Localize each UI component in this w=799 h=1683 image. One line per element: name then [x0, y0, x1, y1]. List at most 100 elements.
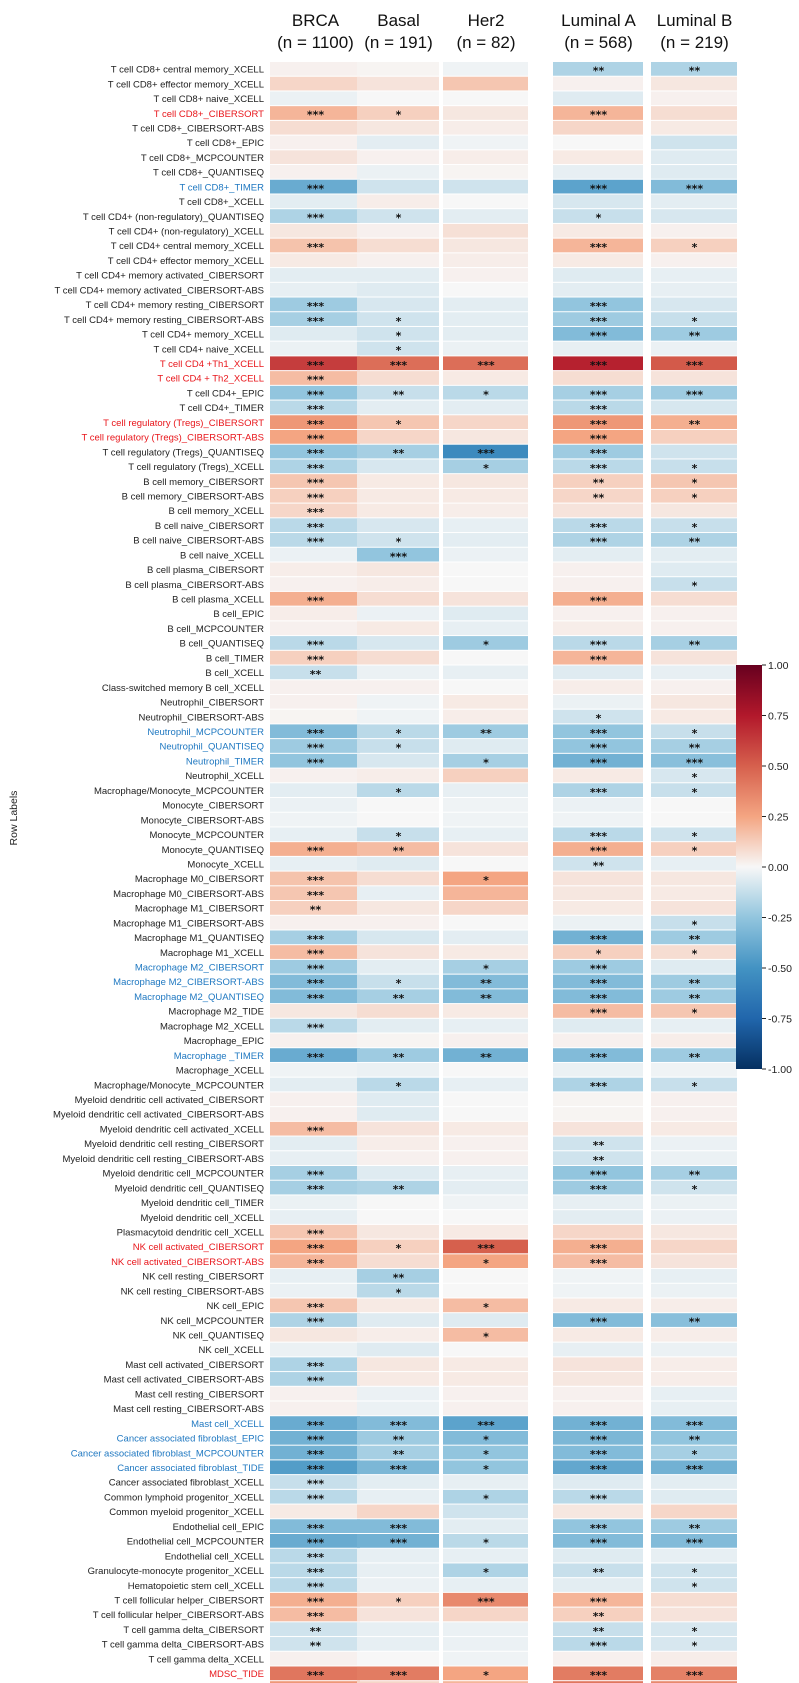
- heatmap-cell: [443, 709, 528, 724]
- heatmap-cell: [651, 1151, 737, 1165]
- heatmap-cell: [270, 1563, 360, 1578]
- row-label: T cell CD4+ (non-regulatory)_XCELL: [109, 227, 264, 238]
- heatmap-cell: [553, 415, 643, 429]
- row-label: Mast cell resting_CIBERSORT-ABS: [113, 1404, 264, 1415]
- heatmap-cell: [357, 1254, 439, 1269]
- heatmap-cell: [651, 385, 737, 400]
- significance-mark: ***: [307, 1021, 325, 1034]
- heatmap-cell: [443, 150, 528, 165]
- heatmap-cell: [651, 1681, 737, 1683]
- heatmap-cell: [651, 1283, 737, 1298]
- heatmap-cell: [357, 1578, 439, 1592]
- significance-mark: **: [393, 992, 405, 1005]
- significance-mark: ***: [590, 433, 608, 446]
- heatmap-cell: [270, 1592, 360, 1607]
- heatmap-cell: [553, 606, 643, 621]
- heatmap-cell: [553, 400, 643, 415]
- heatmap-cell: [270, 1004, 360, 1018]
- heatmap-cell: [270, 1151, 360, 1165]
- row-label: NK cell resting_CIBERSORT: [142, 1272, 264, 1283]
- heatmap-cell: [553, 783, 643, 797]
- heatmap-cell: [651, 783, 737, 797]
- heatmap-cell: [357, 1298, 439, 1313]
- heatmap-cell: [357, 223, 439, 238]
- heatmap-cell: [553, 739, 643, 753]
- heatmap-cell: [443, 577, 528, 591]
- heatmap-cell: [651, 223, 737, 238]
- heatmap-cell: [553, 1210, 643, 1224]
- heatmap-cell: [357, 1269, 439, 1283]
- row-label: Neutrophil_QUANTISEQ: [159, 742, 264, 753]
- heatmap-cell: [553, 680, 643, 694]
- heatmap-cell: [270, 739, 360, 753]
- heatmap-cell: [270, 1018, 360, 1033]
- row-label: T cell CD4+ memory resting_CIBERSORT-ABS: [64, 315, 264, 326]
- heatmap-cell: [553, 1489, 643, 1504]
- row-label: Myeloid dendritic cell activated_CIBERSO…: [53, 1110, 264, 1121]
- heatmap-cell: [357, 444, 439, 459]
- heatmap-cell: [270, 444, 360, 459]
- heatmap-cell: [443, 1313, 528, 1327]
- colorbar-tick-label: 0.25: [768, 812, 789, 824]
- heatmap-cell: [651, 1563, 737, 1578]
- heatmap-cell: [651, 1651, 737, 1666]
- heatmap-cell: [270, 91, 360, 106]
- heatmap-cell: [553, 1519, 643, 1533]
- heatmap-cell: [443, 1077, 528, 1092]
- significance-mark: ***: [307, 1227, 325, 1240]
- heatmap-cell: [357, 76, 439, 91]
- heatmap-cell: [357, 1504, 439, 1519]
- heatmap-cell: [651, 488, 737, 503]
- heatmap-cell: [443, 1489, 528, 1504]
- heatmap-cell: [553, 179, 643, 194]
- significance-mark: **: [593, 1154, 605, 1167]
- heatmap-cell: [443, 1062, 528, 1077]
- heatmap-cell: [651, 1121, 737, 1136]
- heatmap-cell: [357, 1166, 439, 1180]
- heatmap-cell: [651, 1357, 737, 1372]
- significance-mark: ***: [590, 1316, 608, 1329]
- heatmap-cell: [443, 768, 528, 783]
- significance-mark: *: [692, 1625, 698, 1638]
- heatmap-cell: [553, 1136, 643, 1151]
- significance-mark: **: [480, 727, 492, 740]
- heatmap-cell: [270, 1489, 360, 1504]
- heatmap-cell: [270, 1651, 360, 1666]
- heatmap-cell: [553, 621, 643, 636]
- heatmap-cell: [270, 1254, 360, 1269]
- heatmap-cell: [651, 1622, 737, 1637]
- significance-mark: **: [593, 491, 605, 504]
- heatmap-cell: [443, 341, 528, 356]
- row-label: B cell plasma_XCELL: [172, 595, 264, 606]
- heatmap-cell: [443, 1460, 528, 1475]
- heatmap-cell: [443, 1180, 528, 1195]
- heatmap-cell: [357, 606, 439, 621]
- heatmap-cell: [553, 1254, 643, 1269]
- heatmap-cell: [651, 886, 737, 901]
- heatmap-cell: [553, 871, 643, 886]
- significance-mark: ***: [477, 1419, 495, 1432]
- significance-mark: *: [396, 1595, 402, 1608]
- heatmap-cell: [651, 915, 737, 930]
- heatmap-cell: [651, 194, 737, 209]
- heatmap-cell: [443, 1504, 528, 1519]
- significance-mark: ***: [390, 1419, 408, 1432]
- significance-mark: ***: [307, 403, 325, 416]
- heatmap-cell: [443, 901, 528, 915]
- heatmap-cell: [651, 621, 737, 636]
- heatmap-cell: [270, 1224, 360, 1239]
- heatmap-cell: [357, 326, 439, 341]
- heatmap-cell: [553, 856, 643, 871]
- significance-mark: ***: [307, 933, 325, 946]
- significance-mark: *: [483, 462, 489, 475]
- row-label: Myeloid dendritic cell_MCPCOUNTER: [102, 1169, 264, 1180]
- heatmap-cell: [553, 371, 643, 385]
- row-label: B cell plasma_CIBERSORT: [147, 565, 264, 576]
- heatmap-cell: [443, 636, 528, 650]
- heatmap-cell: [443, 1166, 528, 1180]
- heatmap-cell: [357, 812, 439, 827]
- heatmap-cell: [553, 1386, 643, 1401]
- heatmap-cell: [270, 591, 360, 606]
- heatmap-cell: [651, 739, 737, 753]
- heatmap-cell: [443, 400, 528, 415]
